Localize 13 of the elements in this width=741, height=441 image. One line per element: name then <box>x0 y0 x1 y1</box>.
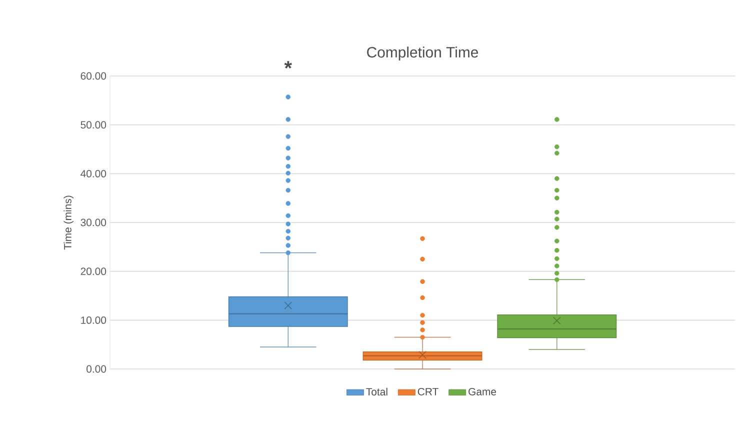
y-tick-label: 40.00 <box>80 170 106 178</box>
legend-label: Game <box>468 388 496 396</box>
y-tick-label: 20.00 <box>80 268 106 276</box>
legend-label: CRT <box>418 388 438 396</box>
y-tick-label: 0.00 <box>86 365 106 373</box>
y-tick-label: 30.00 <box>80 218 106 226</box>
y-tick-label: 10.00 <box>81 316 106 324</box>
y-tick-label: 60.00 <box>80 72 106 80</box>
chart-title: Completion Time <box>367 46 478 61</box>
legend-label: Total <box>366 388 388 396</box>
y-tick-label: 50.00 <box>80 121 106 129</box>
y-axis-title: Time (mins) <box>64 196 74 250</box>
text: * <box>284 61 292 69</box>
